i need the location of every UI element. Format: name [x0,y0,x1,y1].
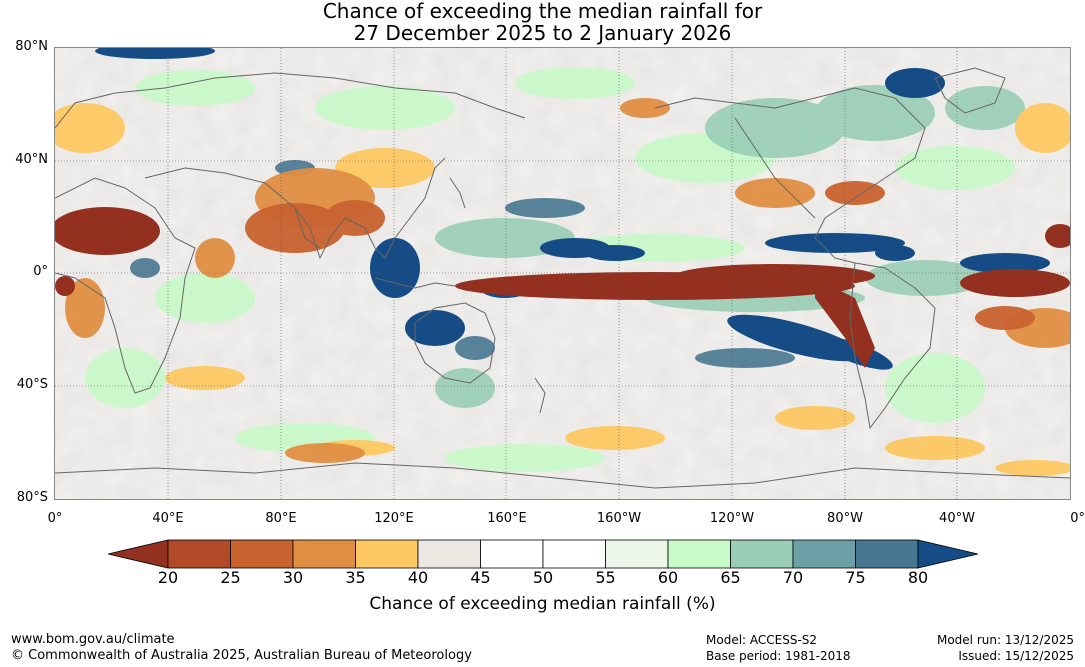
coastlines [55,67,1070,489]
lat-label-40s: 40°S [16,377,48,392]
lat-label-80s: 80°S [16,490,48,505]
map-gridlines [55,48,1070,499]
colorbar-bin-25-30 [230,539,294,569]
colorbar-bin-50-55 [542,539,606,569]
colorbar-tick-30: 30 [282,568,304,587]
colorbar-tick-45: 45 [470,568,491,587]
rainfall-probability-map [54,47,1071,500]
lon-label-160w: 160°W [596,511,642,526]
lat-label-0: 0° [33,264,48,279]
colorbar-tick-80: 80 [907,568,929,587]
lat-label-80n: 80°N [15,39,48,54]
lon-label-40e: 40°E [152,511,184,526]
base-period: Base period: 1981-2018 [706,649,851,663]
colorbar [107,538,979,570]
colorbar-tick-75: 75 [845,568,866,587]
colorbar-label: Chance of exceeding median rainfall (%) [369,594,716,614]
colorbar-bin-45-50 [480,539,544,569]
colorbar-extend-low [107,539,169,569]
colorbar-tick-40: 40 [407,568,429,587]
map-title-line-2: 27 December 2025 to 2 January 2026 [353,21,732,45]
colorbar-tick-50: 50 [532,568,554,587]
colorbar-tick-70: 70 [782,568,804,587]
lon-label-0-west: 0° [47,511,63,526]
colorbar-bin-20-25 [167,539,231,569]
colorbar-bin-75-80 [855,539,919,569]
colorbar-bin-60-65 [667,539,731,569]
copyright-text: © Commonwealth of Australia 2025, Austra… [11,648,472,663]
colorbar-tick-55: 55 [595,568,616,587]
colorbar-extend-high [917,539,979,569]
colorbar-tick-35: 35 [345,568,366,587]
colorbar-tick-25: 25 [220,568,241,587]
map-canvas [55,48,1070,499]
colorbar-graphic [107,539,979,569]
colorbar-bin-70-75 [792,539,856,569]
lon-label-80w: 80°W [827,511,863,526]
colorbar-bin-30-35 [292,539,356,569]
red-orange-patches [245,181,1035,330]
lon-label-0-east: 0° [1070,511,1085,526]
website-url: www.bom.gov.au/climate [11,632,175,647]
lat-label-40n: 40°N [15,152,48,167]
colorbar-tick-20: 20 [157,568,179,587]
colorbar-tick-60: 60 [657,568,679,587]
issued-date: Issued: 15/12/2025 [958,649,1074,663]
colorbar-tick-65: 65 [720,568,741,587]
colorbar-bin-40-45 [417,539,481,569]
lon-label-160e: 160°E [487,511,527,526]
lon-label-40w: 40°W [939,511,975,526]
lon-label-120w: 120°W [709,511,755,526]
colorbar-bin-55-60 [605,539,669,569]
colorbar-bin-35-40 [355,539,419,569]
dark-red-patches [55,207,1070,368]
map-title-line-1: Chance of exceeding the median rainfall … [322,0,763,23]
lon-label-80e: 80°E [265,511,297,526]
lon-label-120e: 120°E [374,511,414,526]
model-name: Model: ACCESS-S2 [706,633,818,647]
model-run-date: Model run: 13/12/2025 [936,633,1074,647]
colorbar-bin-65-70 [730,539,794,569]
